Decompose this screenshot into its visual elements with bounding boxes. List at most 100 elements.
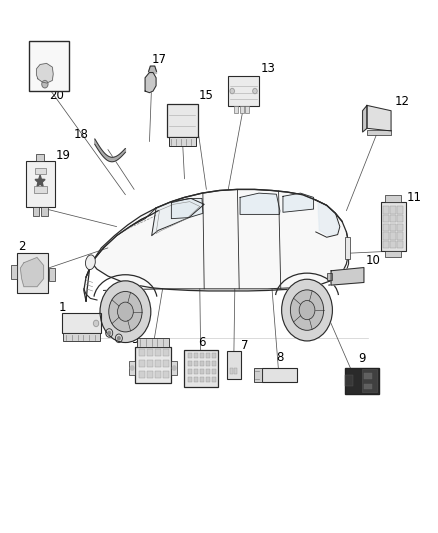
FancyBboxPatch shape bbox=[226, 351, 240, 378]
Bar bbox=[205, 353, 210, 359]
Bar bbox=[389, 206, 395, 214]
Circle shape bbox=[117, 302, 133, 321]
Circle shape bbox=[298, 301, 314, 320]
Bar bbox=[212, 369, 216, 374]
Text: 5: 5 bbox=[131, 333, 138, 346]
Bar bbox=[326, 273, 331, 280]
FancyBboxPatch shape bbox=[25, 161, 54, 207]
Text: 12: 12 bbox=[394, 95, 409, 108]
Bar bbox=[168, 137, 195, 147]
Bar bbox=[253, 368, 261, 382]
Bar bbox=[212, 353, 216, 359]
FancyBboxPatch shape bbox=[166, 104, 198, 137]
Bar bbox=[344, 375, 353, 386]
Bar bbox=[389, 215, 395, 222]
Circle shape bbox=[130, 366, 134, 370]
Bar bbox=[389, 241, 395, 248]
Text: 18: 18 bbox=[73, 128, 88, 141]
Bar bbox=[33, 185, 46, 193]
Polygon shape bbox=[148, 66, 156, 74]
Bar bbox=[233, 106, 237, 112]
Polygon shape bbox=[35, 175, 45, 187]
Polygon shape bbox=[366, 106, 390, 131]
Bar bbox=[35, 167, 46, 174]
Bar bbox=[155, 350, 160, 357]
Bar bbox=[205, 377, 210, 382]
Bar bbox=[155, 360, 160, 367]
Bar bbox=[205, 369, 210, 374]
Bar bbox=[147, 360, 152, 367]
Bar bbox=[382, 215, 388, 222]
Text: 8: 8 bbox=[275, 351, 283, 365]
Polygon shape bbox=[36, 63, 53, 83]
Bar bbox=[389, 232, 395, 240]
Circle shape bbox=[106, 329, 113, 337]
Polygon shape bbox=[330, 268, 363, 285]
Bar bbox=[199, 361, 204, 367]
Text: 13: 13 bbox=[260, 62, 275, 75]
Text: 11: 11 bbox=[406, 191, 421, 204]
Bar bbox=[11, 265, 17, 279]
Bar bbox=[193, 361, 198, 367]
Circle shape bbox=[93, 320, 99, 327]
Polygon shape bbox=[362, 106, 366, 132]
Bar bbox=[366, 130, 390, 135]
Bar bbox=[396, 223, 402, 231]
Bar bbox=[187, 369, 191, 374]
Bar bbox=[389, 223, 395, 231]
Bar bbox=[212, 377, 216, 382]
Polygon shape bbox=[20, 257, 43, 287]
Circle shape bbox=[117, 337, 120, 340]
Text: 19: 19 bbox=[55, 149, 70, 162]
Bar bbox=[193, 377, 198, 382]
Bar bbox=[382, 232, 388, 240]
Bar bbox=[385, 251, 400, 257]
Circle shape bbox=[252, 88, 257, 94]
Bar bbox=[396, 206, 402, 214]
Bar bbox=[187, 361, 191, 367]
Polygon shape bbox=[317, 203, 338, 236]
Text: 6: 6 bbox=[198, 336, 205, 349]
Text: 15: 15 bbox=[198, 88, 213, 102]
Bar bbox=[171, 361, 177, 375]
Bar bbox=[382, 241, 388, 248]
Bar bbox=[193, 369, 198, 374]
Circle shape bbox=[109, 292, 142, 332]
Bar bbox=[363, 373, 371, 378]
Bar bbox=[361, 369, 377, 392]
Bar bbox=[147, 350, 152, 357]
FancyBboxPatch shape bbox=[184, 351, 218, 386]
Circle shape bbox=[290, 290, 323, 330]
Circle shape bbox=[100, 281, 150, 343]
FancyBboxPatch shape bbox=[261, 368, 297, 382]
Circle shape bbox=[42, 80, 48, 88]
Bar bbox=[35, 155, 44, 161]
Bar bbox=[396, 232, 402, 240]
Bar bbox=[382, 206, 388, 214]
Bar bbox=[162, 350, 168, 357]
Bar bbox=[41, 207, 47, 216]
Bar bbox=[239, 106, 243, 112]
Bar bbox=[363, 384, 371, 389]
Bar bbox=[147, 370, 152, 377]
Bar bbox=[139, 370, 145, 377]
Bar bbox=[199, 353, 204, 359]
Bar bbox=[139, 360, 145, 367]
Text: 20: 20 bbox=[49, 90, 64, 102]
Bar bbox=[193, 353, 198, 359]
FancyBboxPatch shape bbox=[228, 76, 258, 106]
Bar bbox=[63, 333, 100, 341]
Text: 7: 7 bbox=[241, 338, 248, 352]
Circle shape bbox=[108, 332, 110, 335]
Text: 2: 2 bbox=[18, 240, 26, 253]
Bar bbox=[396, 241, 402, 248]
Circle shape bbox=[172, 366, 176, 370]
Text: 10: 10 bbox=[365, 254, 380, 266]
Bar bbox=[32, 207, 39, 216]
FancyBboxPatch shape bbox=[135, 347, 170, 383]
Bar bbox=[396, 215, 402, 222]
Bar bbox=[162, 360, 168, 367]
Bar bbox=[199, 369, 204, 374]
Polygon shape bbox=[151, 198, 204, 236]
Text: 1: 1 bbox=[59, 301, 66, 314]
